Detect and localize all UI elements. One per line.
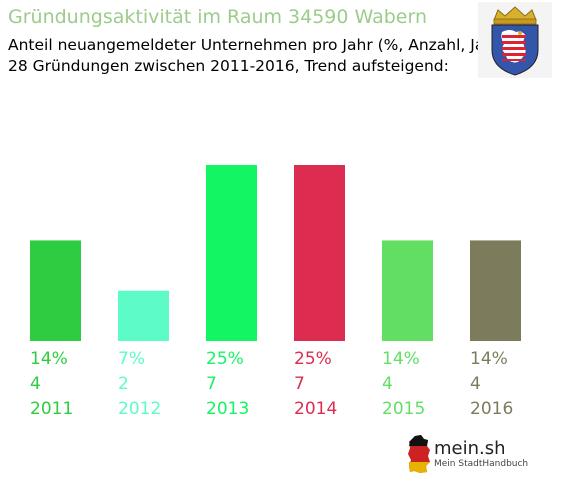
- chart-title: Gründungsaktivität im Raum 34590 Wabern: [8, 6, 428, 28]
- percent-label-2016: 14%: [470, 349, 508, 369]
- bar-2016: [470, 240, 521, 341]
- bar-2013: [206, 165, 257, 341]
- year-label-2013: 2013: [206, 399, 249, 419]
- year-label-2015: 2015: [382, 399, 425, 419]
- percent-label-2015: 14%: [382, 349, 420, 369]
- count-label-2016: 4: [470, 374, 481, 394]
- year-label-2011: 2011: [30, 399, 73, 419]
- brand-logo: mein.sh Mein StadtHandbuch: [404, 432, 534, 476]
- bar-2012: [118, 290, 169, 341]
- year-label-2012: 2012: [118, 399, 161, 419]
- bar-2014: [294, 165, 345, 341]
- count-label-2014: 7: [294, 374, 305, 394]
- count-label-2013: 7: [206, 374, 217, 394]
- hessen-coat-of-arms-icon: [478, 2, 552, 78]
- year-label-2014: 2014: [294, 399, 337, 419]
- chart-subtitle-line1: Anteil neuangemeldeter Unternehmen pro J…: [8, 36, 507, 54]
- count-label-2011: 4: [30, 374, 41, 394]
- brand-name: mein.sh: [434, 438, 506, 459]
- count-label-2012: 2: [118, 374, 129, 394]
- chart-subtitle-line2: 28 Gründungen zwischen 2011-2016, Trend …: [8, 57, 449, 75]
- percent-label-2011: 14%: [30, 349, 68, 369]
- count-label-2015: 4: [382, 374, 393, 394]
- bar-2011: [30, 240, 81, 341]
- bar-2015: [382, 240, 433, 341]
- brand-tagline: Mein StadtHandbuch: [434, 459, 529, 469]
- year-label-2016: 2016: [470, 399, 513, 419]
- percent-label-2014: 25%: [294, 349, 332, 369]
- germany-map-icon: [408, 435, 430, 473]
- percent-label-2013: 25%: [206, 349, 244, 369]
- percent-label-2012: 7%: [118, 349, 145, 369]
